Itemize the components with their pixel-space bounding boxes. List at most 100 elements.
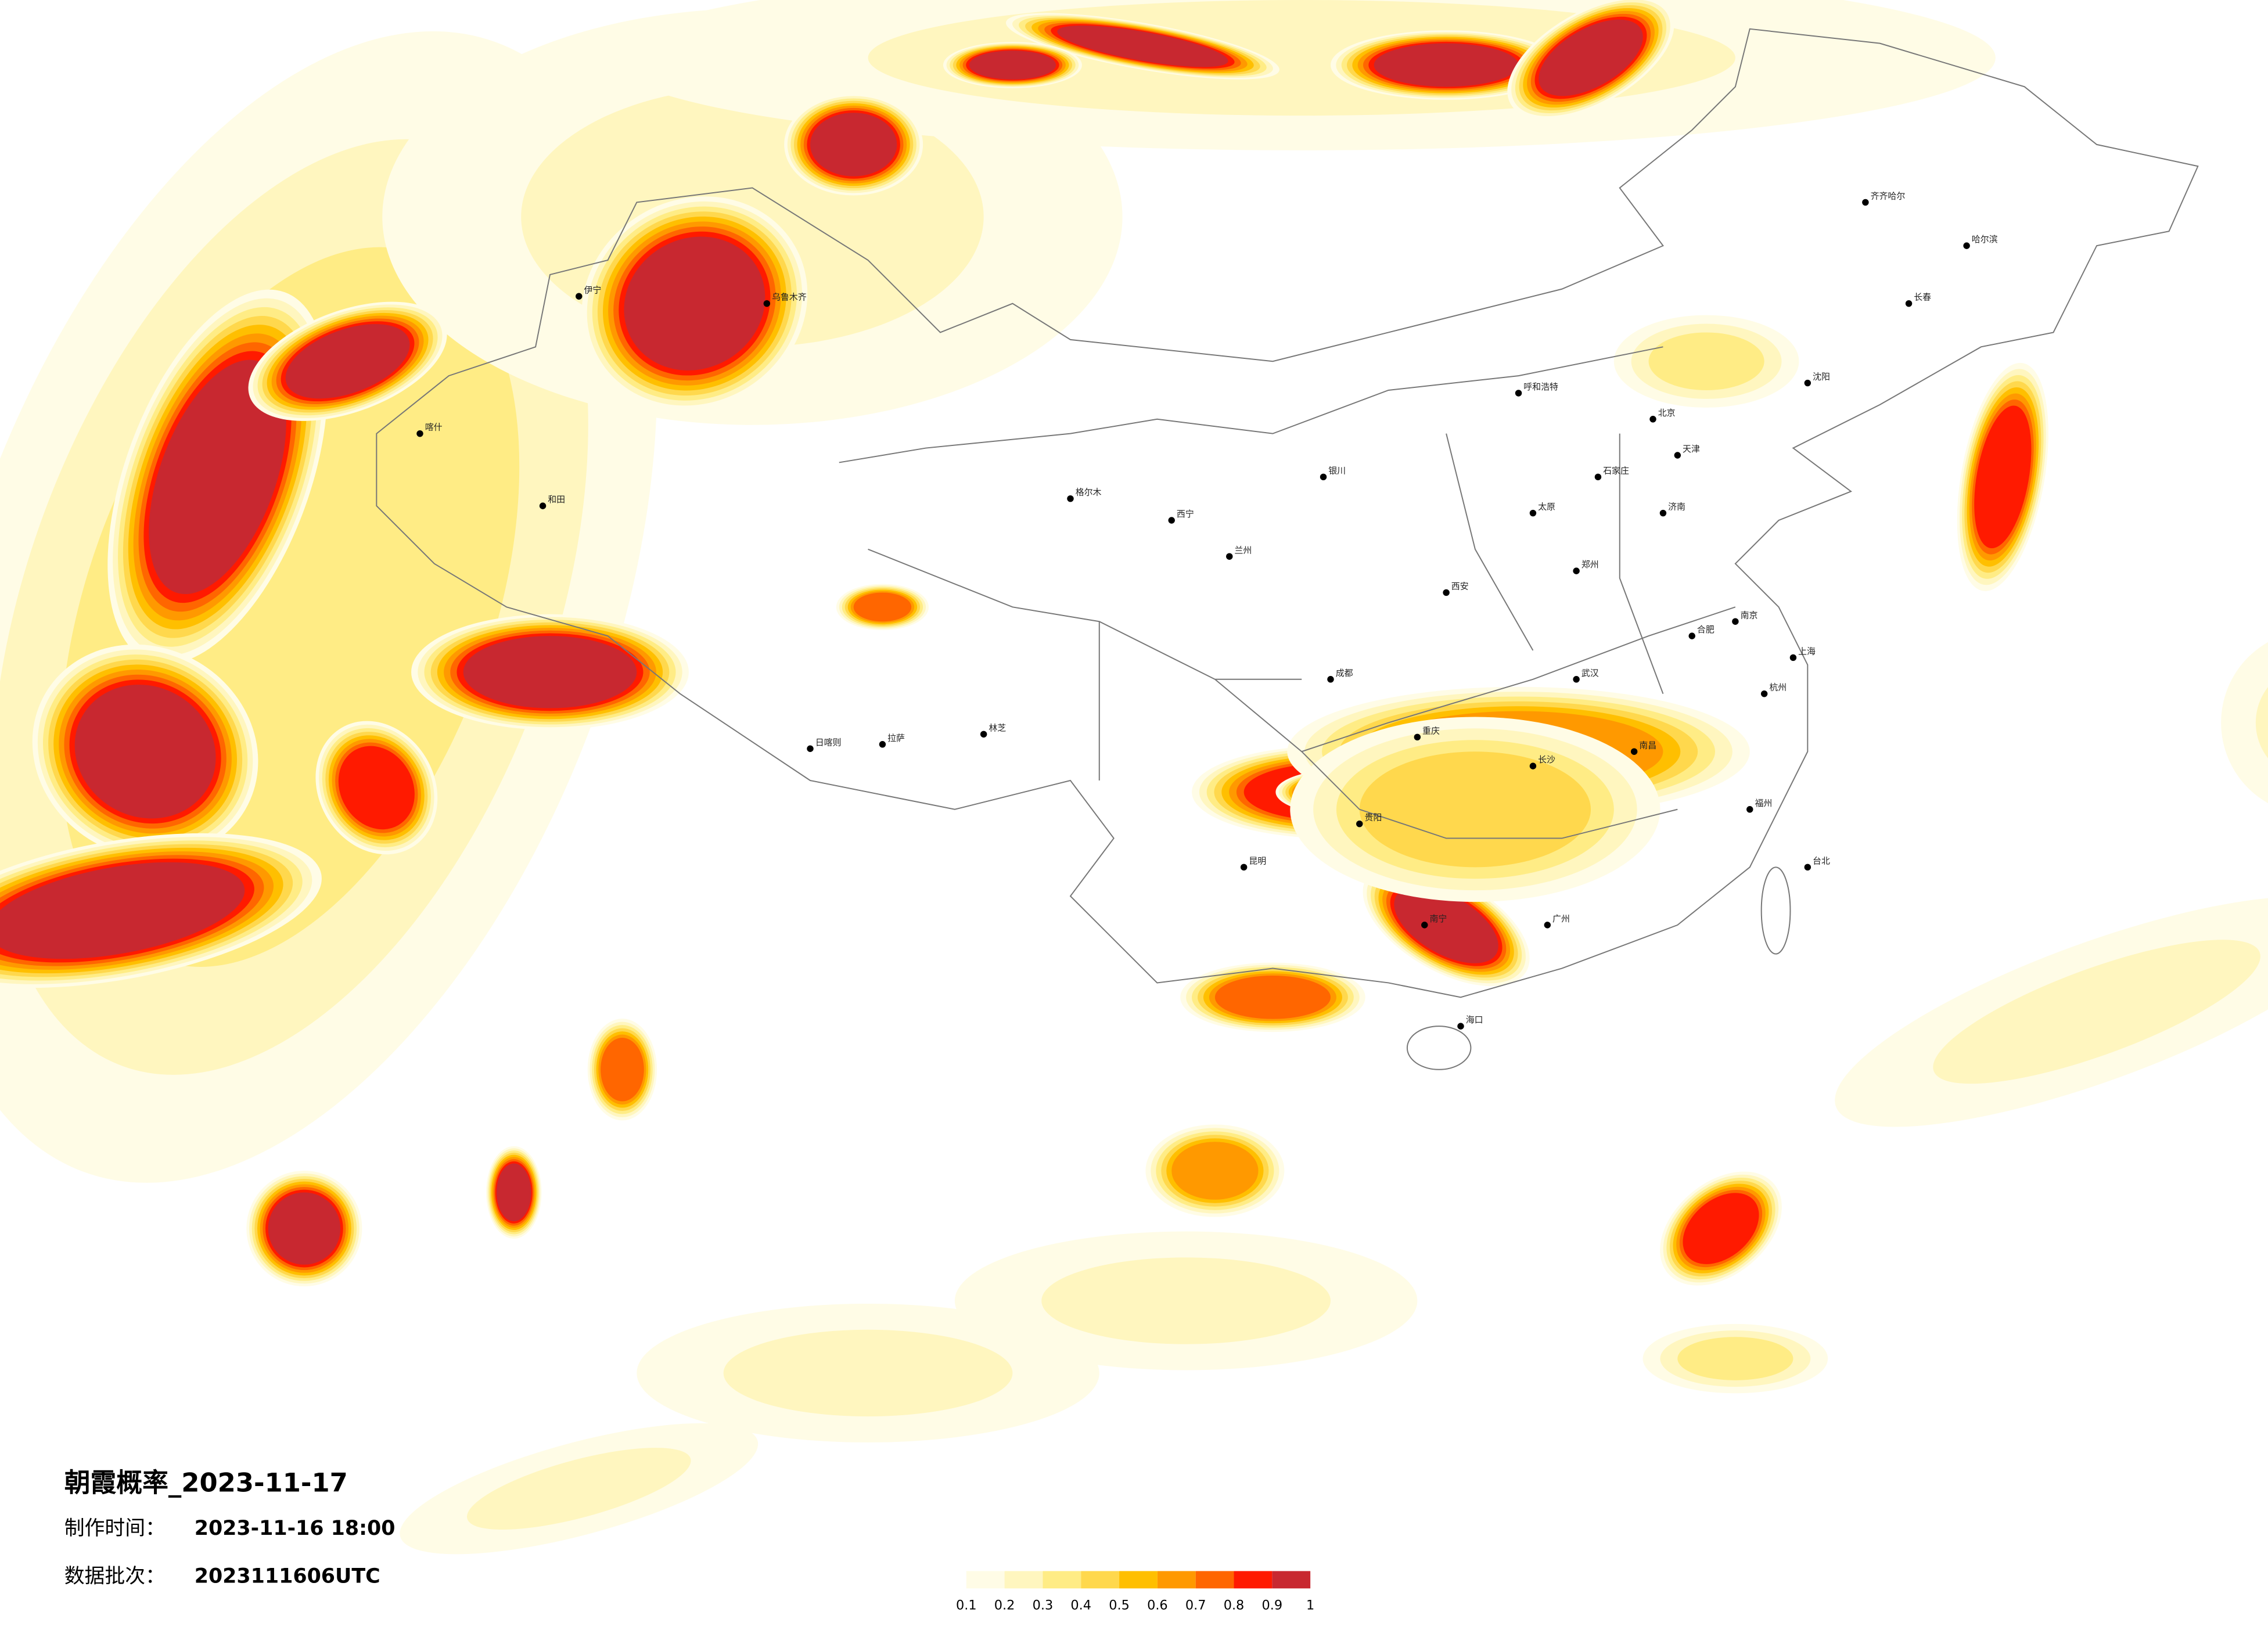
city-dot [1594, 473, 1602, 481]
city-label: 武汉 [1582, 668, 1599, 678]
city-label: 成都 [1336, 668, 1353, 678]
city-dot [1688, 632, 1695, 639]
colorbar-tick-label: 0.1 [956, 1598, 977, 1613]
city-label: 贵阳 [1364, 812, 1382, 823]
city-dot [1356, 820, 1363, 828]
city-label: 沈阳 [1813, 372, 1830, 382]
city-dot [1443, 589, 1450, 596]
city-label: 郑州 [1582, 559, 1599, 570]
probability-area [853, 592, 912, 622]
city-dot [1789, 654, 1797, 661]
island-taiwan [1760, 866, 1791, 955]
province-border [839, 346, 1736, 839]
city-label: 杭州 [1769, 682, 1787, 693]
city-dot [879, 741, 886, 748]
city-label: 南昌 [1639, 740, 1656, 750]
issue-label: 制作时间： [64, 1517, 166, 1540]
probability-area [624, 236, 765, 370]
borders [376, 28, 2199, 1070]
city-dot [1529, 762, 1537, 769]
city-dot [576, 293, 583, 300]
city-dot [807, 745, 814, 752]
probability-field [0, 0, 2268, 1555]
city-label: 昆明 [1249, 855, 1266, 866]
city-dot [1746, 806, 1753, 813]
city-label: 天津 [1683, 444, 1700, 454]
city-dot [1067, 495, 1074, 502]
colorbar-box [1004, 1571, 1043, 1589]
probability-area [1171, 1142, 1259, 1200]
city-dot [539, 502, 547, 509]
city-dot [1573, 676, 1580, 683]
city-dot [1659, 509, 1667, 517]
probability-area [285, 324, 410, 399]
probability-area [268, 1192, 341, 1265]
city-label: 广州 [1552, 913, 1570, 924]
probability-area [1683, 1193, 1759, 1264]
probability-area [463, 636, 637, 708]
city-dot [1421, 922, 1428, 929]
colorbar-tick-label: 1 [1306, 1598, 1314, 1613]
colorbar-tick-label: 0.9 [1262, 1598, 1283, 1613]
colorbar-box [1234, 1571, 1273, 1589]
title: 朝霞概率_2023-11-17 [64, 1467, 348, 1498]
probability-area [1359, 751, 1591, 868]
city-dot [1630, 748, 1638, 755]
city-dot [1804, 379, 1811, 387]
probability-area [810, 113, 897, 177]
city-label: 台北 [1813, 855, 1830, 866]
city-dot [1327, 676, 1334, 683]
probability-area [1974, 405, 2032, 549]
probability-area [1539, 19, 1643, 96]
probability-area [467, 1448, 691, 1530]
city-dot [1515, 390, 1522, 397]
colorbar-tick-label: 0.2 [994, 1598, 1015, 1613]
city-label: 太原 [1538, 502, 1555, 512]
city-label: 乌鲁木齐 [772, 292, 807, 303]
city-dot [763, 300, 771, 307]
city-label: 南宁 [1429, 913, 1447, 924]
island-hainan [1406, 1026, 1472, 1070]
batch-label: 数据批次： [64, 1564, 166, 1588]
city-label: 伊宁 [584, 285, 601, 295]
city-dot [416, 430, 423, 437]
city-dot [1760, 690, 1768, 697]
probability-area [1677, 1337, 1793, 1380]
probability-area [338, 746, 415, 830]
colorbar-tick-label: 0.4 [1070, 1598, 1091, 1613]
city-label: 南京 [1741, 610, 1758, 620]
country-border [376, 28, 2199, 998]
city-label: 兰州 [1234, 545, 1252, 555]
probability-area [1041, 1257, 1331, 1344]
probability-area [1933, 940, 2260, 1084]
city-dot [1674, 452, 1681, 459]
city-label: 西安 [1451, 581, 1469, 591]
city-dot [1226, 553, 1233, 560]
city-label: 日喀则 [815, 737, 842, 747]
colorbar-tick-label: 0.6 [1147, 1598, 1168, 1613]
city-label: 呼和浩特 [1523, 382, 1558, 392]
city-label: 西宁 [1177, 509, 1194, 519]
probability-area [969, 51, 1056, 80]
city-label: 银川 [1328, 465, 1346, 476]
probability-area [74, 684, 216, 819]
colorbar-box [1195, 1571, 1234, 1589]
city-dot [1320, 473, 1327, 481]
city-dot [1905, 300, 1913, 307]
probability-area [1214, 976, 1331, 1019]
city-label: 齐齐哈尔 [1871, 190, 1906, 201]
probability-area [496, 1163, 531, 1222]
city-label: 长春 [1914, 292, 1931, 303]
colorbar-tick-label: 0.3 [1033, 1598, 1054, 1613]
city-dot [1544, 922, 1551, 929]
colorbar-box [1157, 1571, 1196, 1589]
colorbar-box [1081, 1571, 1120, 1589]
city-label: 合肥 [1697, 624, 1715, 635]
city-label: 拉萨 [887, 733, 905, 743]
city-dot [1804, 864, 1811, 871]
issue-value: 2023-11-16 18:00 [195, 1517, 396, 1540]
probability-area [0, 862, 245, 959]
